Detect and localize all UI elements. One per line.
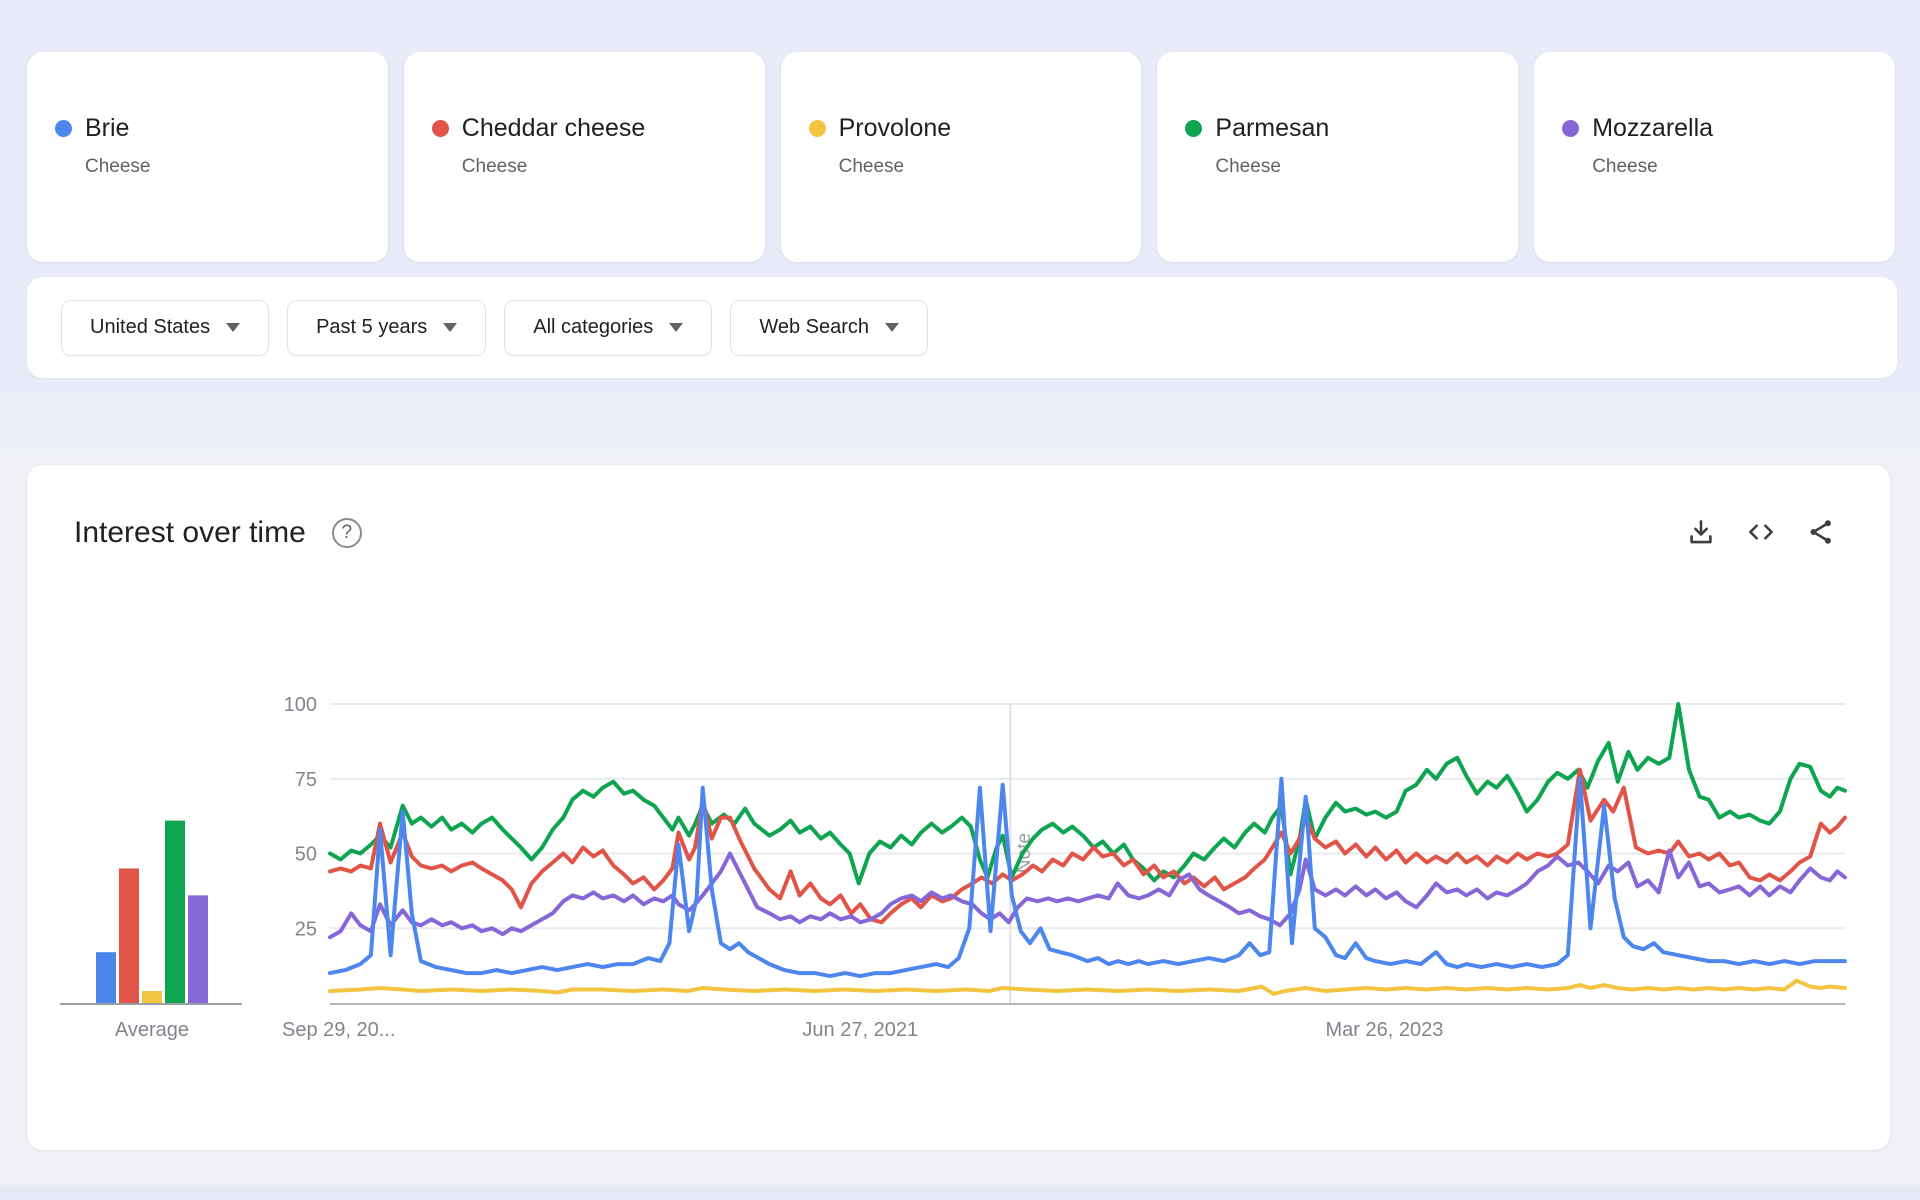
- term-card-header: Provolone: [808, 114, 1132, 143]
- filter-dropdown-past-5-years[interactable]: Past 5 years: [287, 299, 487, 356]
- help-icon[interactable]: ?: [331, 518, 362, 548]
- x-axis-label: Jun 27, 2021: [802, 1019, 918, 1041]
- interest-over-time-panel: Interest over time ? 25: [27, 465, 1890, 1150]
- term-card-brie[interactable]: Brie Cheese: [27, 52, 388, 262]
- term-subtitle: Cheese: [1592, 156, 1658, 177]
- term-color-dot-icon: [808, 120, 826, 137]
- term-card-header: Mozzarella: [1562, 114, 1885, 143]
- series-line-parmesan: [328, 702, 1847, 886]
- chevron-down-icon: [443, 323, 458, 332]
- term-name: Provolone: [838, 114, 952, 142]
- filter-label: United States: [90, 316, 211, 338]
- term-card-header: Brie: [55, 114, 378, 143]
- share-icon[interactable]: [1806, 517, 1836, 547]
- filters-panel: United States Past 5 years All categorie…: [27, 277, 1897, 378]
- average-bar-parmesan: [165, 820, 185, 1003]
- panel-actions: [1686, 517, 1836, 547]
- y-axis-label: 25: [295, 918, 317, 940]
- x-axis-label: Sep 29, 20...: [282, 1019, 395, 1041]
- y-axis-label: 100: [284, 694, 317, 716]
- embed-icon[interactable]: [1746, 517, 1776, 547]
- series-line-provolone: [328, 978, 1847, 996]
- x-axis-label: Mar 26, 2023: [1326, 1019, 1444, 1041]
- average-bar-cheddar-cheese: [119, 868, 139, 1003]
- term-subtitle: Cheese: [461, 156, 528, 177]
- term-card-mozzarella[interactable]: Mozzarella Cheese: [1534, 52, 1895, 262]
- term-card-header: Parmesan: [1185, 114, 1508, 143]
- series-line-cheddar-cheese: [328, 767, 1847, 925]
- filter-label: Web Search: [759, 316, 869, 338]
- filter-dropdown-all-categories[interactable]: All categories: [504, 299, 713, 356]
- filter-label: Past 5 years: [316, 316, 428, 338]
- average-bar-provolone: [142, 991, 162, 1003]
- term-card-provolone[interactable]: Provolone Cheese: [780, 52, 1142, 262]
- search-terms-row: Brie Cheese Cheddar cheese Cheese Provol…: [27, 52, 1895, 262]
- term-color-dot-icon: [1562, 120, 1580, 137]
- panel-title: Interest over time: [74, 516, 306, 549]
- series-line-mozzarella: [328, 848, 1847, 940]
- y-axis-label: 50: [295, 844, 317, 866]
- term-name: Mozzarella: [1592, 114, 1714, 142]
- y-axis-label: 75: [295, 769, 317, 791]
- term-subtitle: Cheese: [85, 156, 151, 177]
- bottom-strip: [0, 1188, 1920, 1200]
- series-line-brie: [328, 776, 1847, 979]
- average-bar-brie: [96, 952, 116, 1003]
- term-subtitle: Cheese: [1215, 156, 1281, 177]
- term-color-dot-icon: [1185, 120, 1203, 137]
- term-card-parmesan[interactable]: Parmesan Cheese: [1157, 52, 1519, 262]
- term-card-header: Cheddar cheese: [431, 114, 755, 143]
- average-bar-mozzarella: [188, 895, 208, 1003]
- filter-label: All categories: [533, 316, 654, 338]
- term-name: Cheddar cheese: [461, 114, 646, 142]
- filter-dropdown-web-search[interactable]: Web Search: [730, 299, 928, 356]
- term-name: Brie: [85, 114, 130, 142]
- chevron-down-icon: [669, 323, 684, 332]
- average-label: Average: [115, 1019, 189, 1041]
- filter-dropdown-united-states[interactable]: United States: [61, 299, 270, 356]
- download-icon[interactable]: [1686, 517, 1716, 547]
- term-subtitle: Cheese: [838, 156, 905, 177]
- term-color-dot-icon: [55, 120, 72, 137]
- term-color-dot-icon: [431, 120, 449, 137]
- chevron-down-icon: [226, 323, 241, 332]
- term-card-cheddar-cheese[interactable]: Cheddar cheese Cheese: [403, 52, 765, 262]
- panel-header: Interest over time ?: [74, 515, 362, 551]
- term-name: Parmesan: [1215, 114, 1330, 142]
- chevron-down-icon: [885, 323, 899, 332]
